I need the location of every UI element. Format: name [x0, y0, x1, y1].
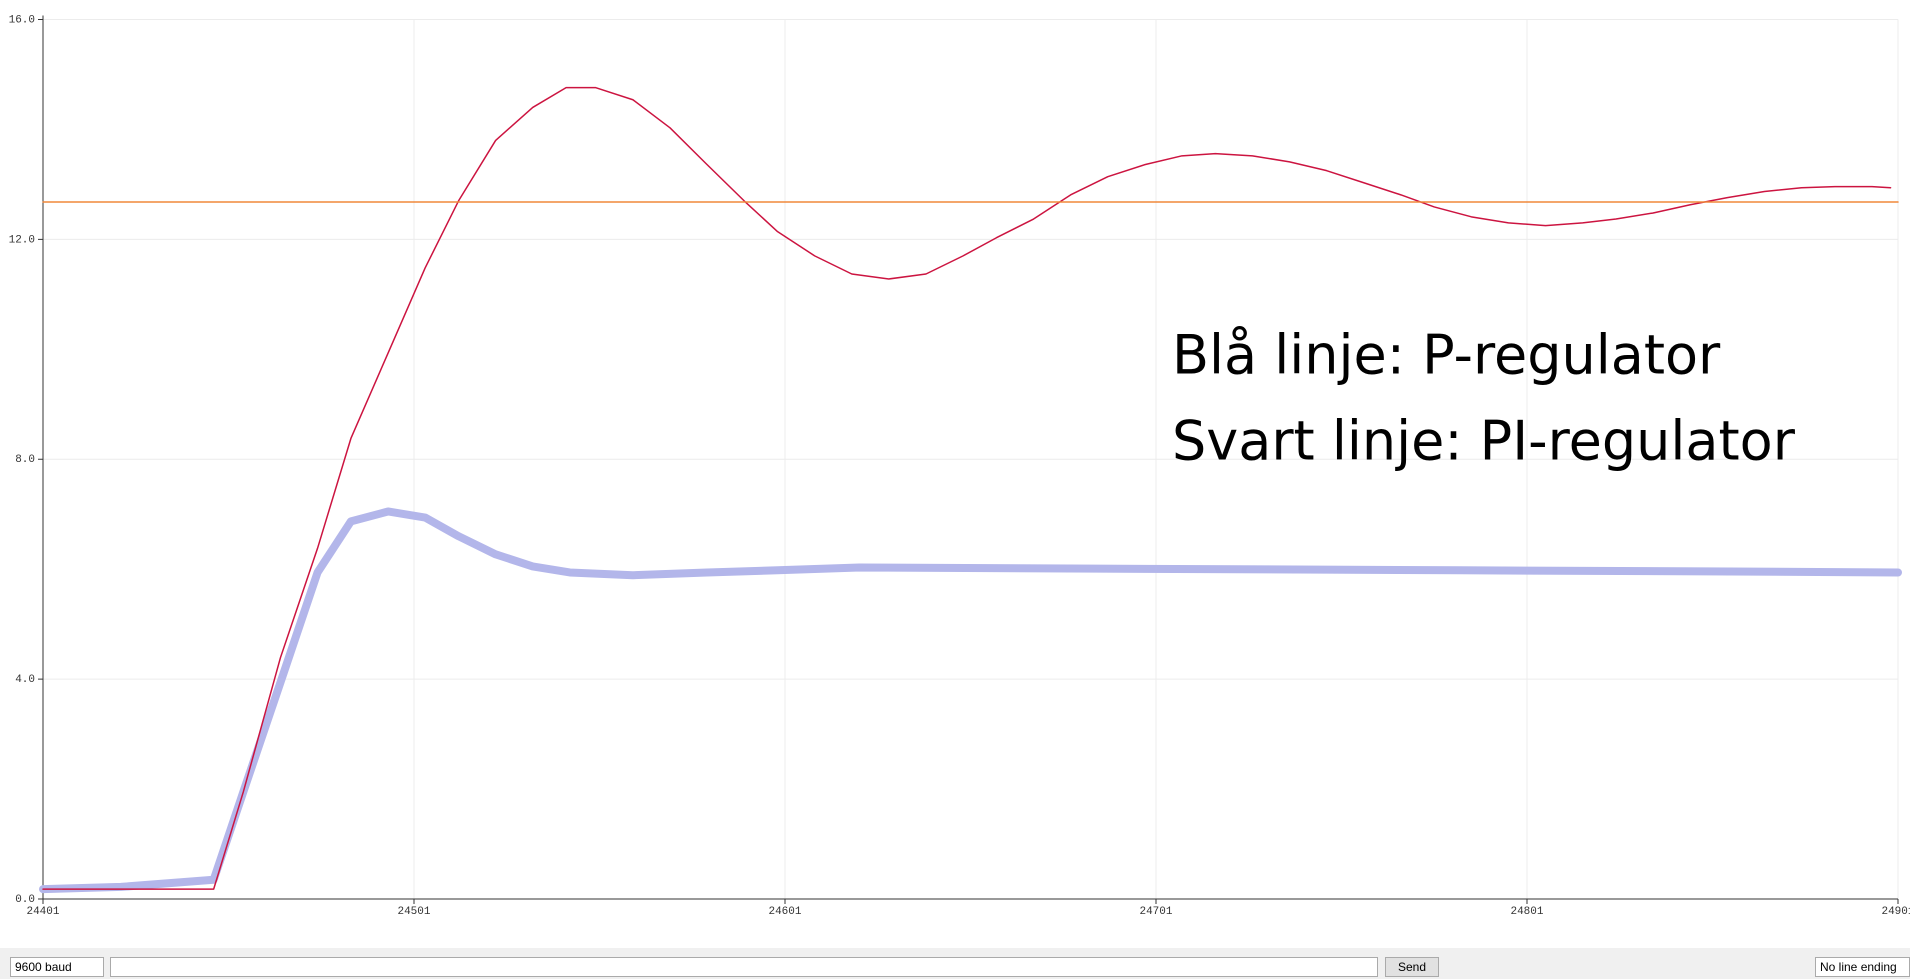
x-tick-label: 24801: [1510, 906, 1543, 918]
x-tick-label: 24601: [768, 906, 801, 918]
baud-select[interactable]: 9600 baud: [10, 957, 104, 977]
x-tick-label: 24501: [397, 906, 430, 918]
x-tick-label: 24701: [1139, 906, 1172, 918]
toolbar: 9600 baud Send No line ending: [0, 948, 1910, 979]
send-input[interactable]: [110, 957, 1378, 977]
annotation: Blå linje: P-regulator: [1172, 324, 1721, 387]
y-tick-label: 0.0: [15, 894, 35, 906]
y-tick-label: 16.0: [9, 14, 35, 26]
y-tick-label: 4.0: [15, 674, 35, 686]
plotter: 0.0 4.0 8.0 12.0 16.0 24401 24501 24601 24701 248…: [9, 14, 1910, 918]
send-button[interactable]: Send: [1385, 957, 1439, 977]
x-tick-label: 24901: [1881, 906, 1910, 918]
series-line: [42, 86, 1892, 890]
annotation: Svart linje: PI-regulator: [1172, 410, 1796, 473]
line-ending-select[interactable]: No line ending: [1815, 957, 1910, 977]
series-line: [39, 507, 1902, 894]
x-tick-label: 24401: [26, 906, 59, 918]
y-tick-label: 8.0: [15, 454, 35, 466]
y-tick-label: 12.0: [9, 234, 35, 246]
